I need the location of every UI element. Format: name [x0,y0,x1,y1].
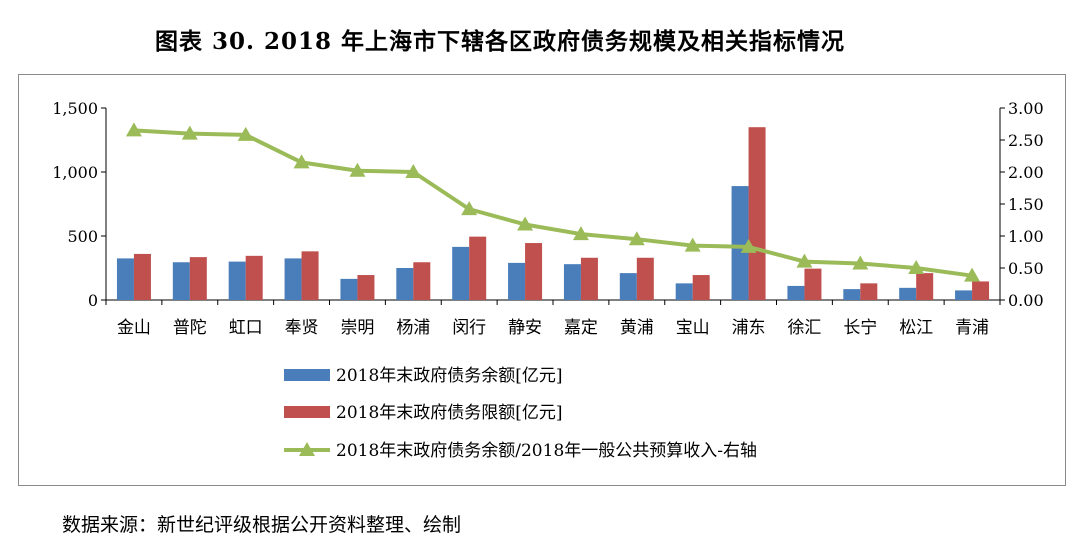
ratio-marker [628,231,645,246]
category-label: 静安 [508,318,542,338]
ratio-marker [852,255,869,270]
bar-debt-limit [972,281,990,300]
bar-debt-limit [692,275,710,300]
bar-debt-balance [787,285,805,300]
bar-debt-balance [396,268,414,300]
bar-debt-balance [228,261,246,300]
bar-debt-balance [843,289,861,300]
chart-title: 图表 30. 2018 年上海市下辖各区政府债务规模及相关指标情况 [154,28,846,55]
left-tick-label: 0 [88,291,98,310]
bar-debt-balance [452,246,470,300]
bars-layer [116,127,990,300]
bar-debt-limit [525,243,543,300]
ratio-marker [293,154,310,169]
category-label: 杨浦 [396,318,430,338]
bar-debt-limit [860,283,878,300]
right-tick-label: 1.00 [1008,227,1044,246]
legend-label: 2018年末政府债务余额[亿元] [336,366,563,386]
category-label: 嘉定 [564,318,598,338]
legend-label: 2018年末政府债务余额/2018年一般公共预算收入-右轴 [336,441,757,461]
right-tick-label: 3.00 [1008,99,1044,118]
category-label: 长宁 [843,318,877,338]
bar-debt-limit [636,257,654,300]
bar-debt-limit [245,255,263,300]
category-label: 金山 [117,318,151,338]
source-note: 数据来源：新世纪评级根据公开资料整理、绘制 [62,514,462,536]
category-label: 浦东 [732,318,766,338]
ratio-marker [908,260,925,274]
bar-debt-balance [340,278,358,300]
ratio-marker [796,253,813,268]
bar-debt-balance [116,258,134,300]
bar-debt-limit [301,251,319,300]
right-tick-label: 0.00 [1008,291,1044,310]
bar-debt-balance [675,283,693,300]
right-tick-label: 2.50 [1008,131,1044,150]
bar-debt-balance [955,290,973,300]
bar-debt-limit [916,273,934,300]
bar-debt-balance [619,273,637,300]
ratio-marker [572,226,589,241]
category-label: 徐汇 [787,318,821,338]
bar-debt-balance [508,262,526,300]
ratio-line [133,128,973,278]
bar-debt-limit [748,127,766,300]
ratio-marker [517,216,534,231]
bar-debt-limit [357,275,375,300]
ratio-marker [964,267,981,282]
axes-layer: 1,500 1,000 500 0 3.00 2.50 2.00 1.50 1.00 0.50 0.… [52,99,1043,338]
right-tick-label: 1.50 [1008,195,1044,214]
category-label: 黄浦 [620,318,654,338]
right-tick-label: 0.50 [1008,259,1044,278]
bar-debt-balance [731,186,749,300]
legend-layer: 2018年末政府债务余额[亿元] 2018年末政府债务限额[亿元] 2018年末政府… [284,366,757,461]
ratio-marker [125,122,142,137]
chart-frame [18,74,1066,486]
bar-debt-balance [563,264,581,300]
left-tick-label: 1,000 [52,163,98,182]
category-label: 奉贤 [285,318,319,338]
left-tick-label: 500 [67,227,98,246]
category-label: 普陀 [173,318,207,338]
category-label: 闵行 [452,318,486,338]
legend-label: 2018年末政府债务限额[亿元] [336,403,563,423]
ratio-marker [405,164,422,178]
category-label: 崇明 [340,318,374,338]
bar-debt-limit [133,253,151,300]
ratio-marker [461,201,478,216]
bar-debt-limit [413,262,431,300]
right-tick-label: 2.00 [1008,163,1044,182]
legend-marker [299,442,315,456]
category-label: 宝山 [676,318,710,338]
left-tick-label: 1,500 [52,99,98,118]
legend-swatch [284,406,330,418]
category-label: 青浦 [955,318,989,338]
bar-debt-limit [804,268,822,300]
category-label: 松江 [899,318,933,338]
ratio-marker [740,238,757,253]
legend-swatch [284,369,330,381]
bar-debt-limit [189,257,207,300]
ratio-marker [237,126,254,141]
bar-debt-balance [284,258,302,300]
line-layer [125,122,981,282]
category-label: 虹口 [229,318,263,338]
bar-debt-balance [172,262,190,300]
bar-debt-limit [580,257,598,300]
ratio-marker [349,162,366,177]
ratio-marker [181,125,198,140]
bar-debt-balance [899,287,917,300]
ratio-marker [684,237,701,252]
bar-debt-limit [469,236,487,300]
